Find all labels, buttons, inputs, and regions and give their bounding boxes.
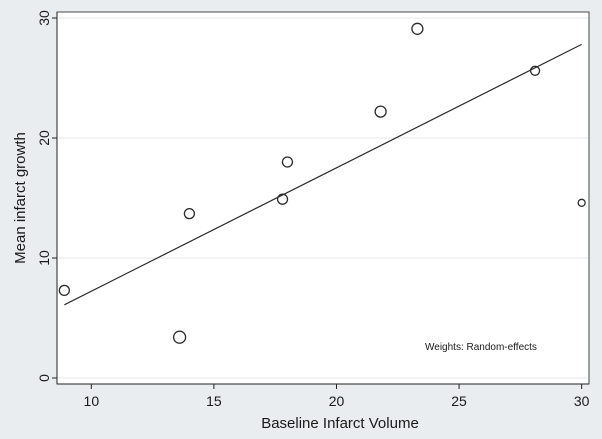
plot-area: [56, 11, 590, 385]
axis-ticks: 0 10 20 30 10 15 20 25 30: [36, 10, 590, 409]
x-tick-label: 20: [329, 393, 345, 409]
data-points: [58, 22, 586, 344]
data-point: [172, 330, 187, 344]
y-tick-label: 10: [36, 250, 52, 266]
y-axis-title: Mean infarct growth: [12, 132, 29, 264]
y-tick-label: 30: [36, 10, 52, 26]
data-point: [411, 22, 424, 35]
data-point: [183, 207, 196, 220]
y-tick-label: 20: [36, 130, 52, 146]
x-tick-label: 30: [574, 393, 590, 409]
weights-annotation: Weights: Random-effects: [425, 342, 537, 353]
fit-line-group: [64, 43, 582, 306]
grid-lines: [58, 17, 588, 379]
x-tick-label: 10: [84, 393, 100, 409]
data-point: [529, 65, 541, 76]
data-point: [374, 105, 387, 118]
data-point: [281, 156, 294, 168]
x-tick-label: 25: [451, 393, 467, 409]
x-axis-title: Baseline Infarct Volume: [261, 415, 419, 432]
data-point: [276, 193, 289, 205]
data-point: [577, 198, 586, 207]
x-tick-label: 15: [206, 393, 222, 409]
fitted-regression-line: [64, 43, 582, 306]
data-point: [58, 284, 71, 297]
y-tick-label: 0: [36, 374, 52, 382]
